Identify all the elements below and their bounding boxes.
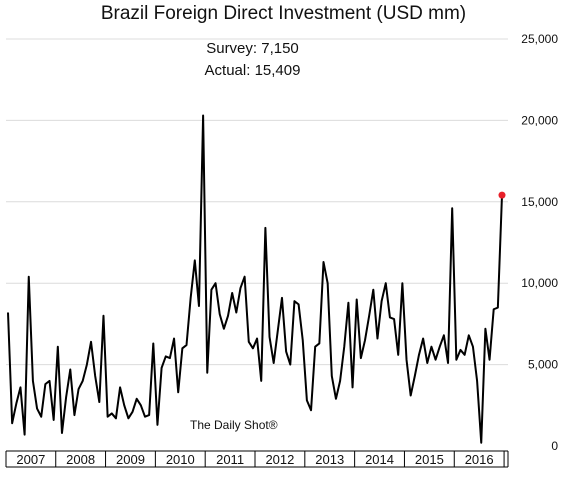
chart-title: Brazil Foreign Direct Investment (USD mm… (100, 3, 467, 24)
y-tick-label: 0 (551, 439, 558, 453)
series: The Daily Shot® (7, 114, 506, 444)
y-tick-label: 10,000 (521, 276, 558, 290)
y-tick-label: 15,000 (521, 195, 558, 209)
x-year-labels: 2007 2008 2009 2010 2011 2012 2013 2014 2015 2016 (16, 452, 493, 467)
year-label: 2009 (116, 452, 145, 467)
year-label: 2010 (166, 452, 195, 467)
y-tick-label: 20,000 (521, 113, 558, 127)
watermark: The Daily Shot® (190, 418, 278, 432)
year-label: 2016 (465, 452, 494, 467)
axes (5, 450, 509, 468)
year-label: 2013 (315, 452, 344, 467)
year-label: 2008 (66, 452, 95, 467)
y-tick-labels: 0 5,000 10,000 15,000 20,000 25,000 (521, 32, 558, 453)
year-label: 2012 (265, 452, 294, 467)
gridlines (6, 38, 508, 366)
year-label: 2011 (216, 452, 244, 467)
year-label: 2015 (415, 452, 444, 467)
annotation-actual: Actual: 15,409 (204, 62, 301, 79)
y-tick-label: 5,000 (528, 358, 558, 372)
latest-value-point (498, 191, 506, 199)
y-tick-label: 25,000 (521, 32, 558, 46)
year-label: 2007 (16, 452, 45, 467)
year-label: 2014 (365, 452, 394, 467)
series-line (7, 114, 503, 444)
annotation-survey: Survey: 7,150 (206, 40, 299, 57)
